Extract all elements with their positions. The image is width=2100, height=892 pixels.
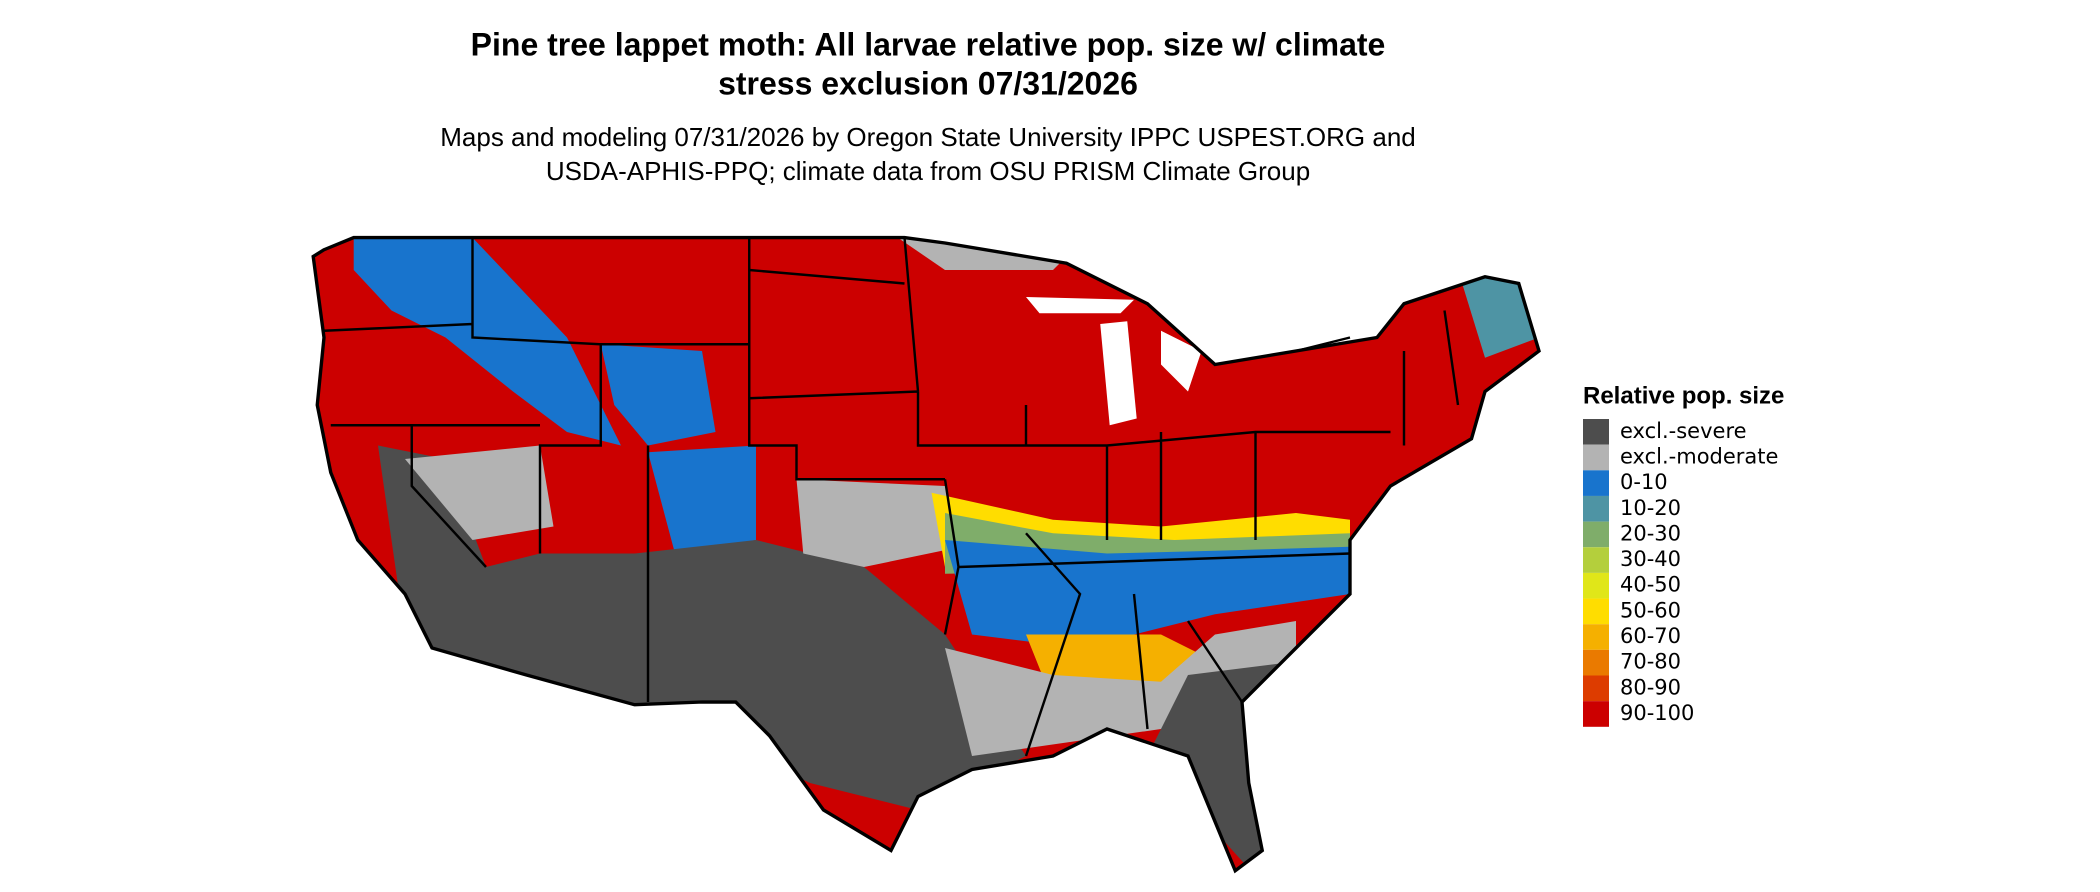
lake: [1026, 297, 1134, 314]
legend-swatch: [1583, 624, 1609, 650]
legend-swatch: [1583, 495, 1609, 522]
legend-label: 50-60: [1620, 598, 1681, 622]
region: [648, 445, 756, 554]
lake: [1100, 321, 1137, 426]
legend-label: 80-90: [1620, 675, 1681, 699]
region: [796, 479, 962, 567]
legend-swatch: [1583, 470, 1609, 496]
legend-swatch: [1583, 547, 1609, 573]
title: stress exclusion 07/31/2026: [718, 65, 1138, 101]
legend-swatch: [1583, 572, 1609, 599]
legend-swatch: [1583, 419, 1609, 445]
legend-swatch: [1583, 675, 1609, 702]
legend-label: 0-10: [1620, 470, 1668, 494]
map: [311, 235, 1541, 873]
region: [945, 540, 1350, 648]
legend-label: 60-70: [1620, 624, 1681, 648]
title: Pine tree lappet moth: All larvae relati…: [471, 26, 1386, 62]
legend-label: 30-40: [1620, 547, 1681, 571]
region: [378, 445, 1026, 810]
legend-label: excl.-severe: [1620, 419, 1747, 443]
subtitle: Maps and modeling 07/31/2026 by Oregon S…: [440, 122, 1416, 152]
region: [405, 445, 554, 540]
region: [945, 621, 1296, 756]
legend-swatch: [1583, 649, 1609, 676]
legend-swatch: [1583, 444, 1609, 471]
legend: excl.-severeexcl.-moderate0-1010-2020-30…: [1583, 419, 1778, 727]
legend-label: 70-80: [1620, 650, 1681, 674]
legend-label: 90-100: [1620, 701, 1694, 725]
legend-swatch: [1583, 598, 1609, 625]
subtitle: USDA-APHIS-PPQ; climate data from OSU PR…: [546, 156, 1310, 186]
legend-label: 10-20: [1620, 496, 1681, 520]
lake: [1161, 330, 1202, 392]
legend-label: 20-30: [1620, 521, 1681, 545]
legend-title: Relative pop. size: [1583, 382, 1784, 409]
legend-label: 40-50: [1620, 573, 1681, 597]
region: [353, 237, 621, 446]
region: [897, 237, 1067, 270]
legend-swatch: [1583, 521, 1609, 548]
legend-label: excl.-moderate: [1620, 444, 1778, 468]
legend-swatch: [1583, 701, 1609, 727]
region: [600, 344, 716, 446]
state-lines: [323, 237, 1460, 757]
